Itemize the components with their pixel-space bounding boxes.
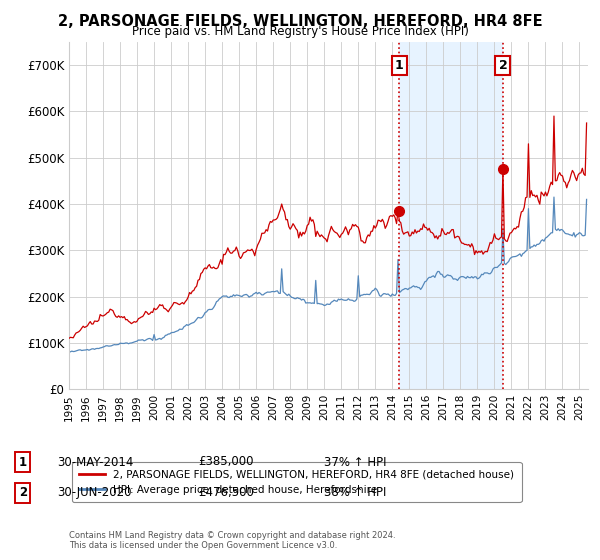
Text: 2: 2 (19, 486, 27, 500)
Text: Price paid vs. HM Land Registry's House Price Index (HPI): Price paid vs. HM Land Registry's House … (131, 25, 469, 38)
Text: 1: 1 (19, 455, 27, 469)
Text: £476,500: £476,500 (198, 486, 254, 500)
Legend: 2, PARSONAGE FIELDS, WELLINGTON, HEREFORD, HR4 8FE (detached house), HPI: Averag: 2, PARSONAGE FIELDS, WELLINGTON, HEREFOR… (71, 462, 521, 502)
Text: 1: 1 (395, 59, 404, 72)
Text: 30-MAY-2014: 30-MAY-2014 (57, 455, 133, 469)
Text: £385,000: £385,000 (198, 455, 254, 469)
Bar (399, 42, 503, 389)
Text: 30-JUN-2020: 30-JUN-2020 (57, 486, 131, 500)
Text: Contains HM Land Registry data © Crown copyright and database right 2024.
This d: Contains HM Land Registry data © Crown c… (69, 530, 395, 550)
Text: 38% ↑ HPI: 38% ↑ HPI (324, 486, 386, 500)
Text: 37% ↑ HPI: 37% ↑ HPI (324, 455, 386, 469)
Text: 2, PARSONAGE FIELDS, WELLINGTON, HEREFORD, HR4 8FE: 2, PARSONAGE FIELDS, WELLINGTON, HEREFOR… (58, 14, 542, 29)
Text: 2: 2 (499, 59, 507, 72)
